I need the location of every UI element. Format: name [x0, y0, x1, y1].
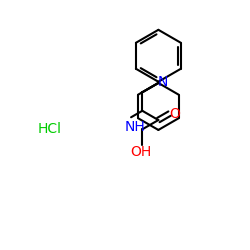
Text: HCl: HCl [38, 122, 62, 136]
Text: N: N [158, 75, 168, 89]
Text: NH: NH [124, 120, 145, 134]
Text: OH: OH [130, 144, 152, 158]
Text: O: O [170, 106, 180, 120]
